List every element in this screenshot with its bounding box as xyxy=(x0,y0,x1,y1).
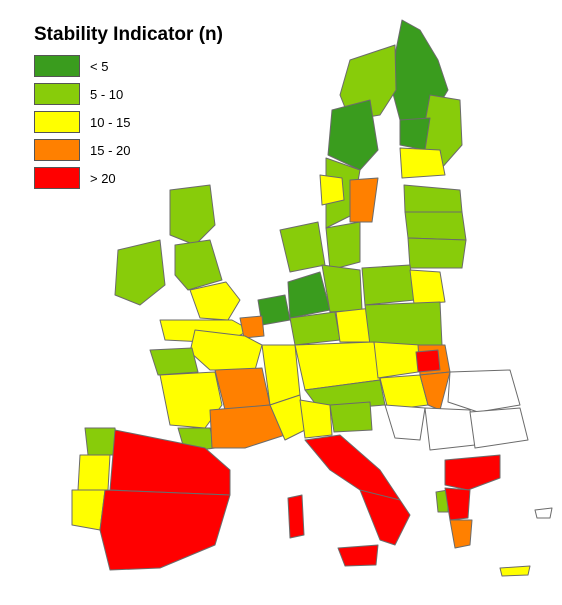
legend-swatch xyxy=(34,139,80,161)
region-croatia xyxy=(384,404,426,441)
region-romania-north xyxy=(415,349,441,373)
region-italy-north-east xyxy=(329,401,373,433)
region-poland-east xyxy=(409,269,446,305)
region-greece-west xyxy=(435,489,449,513)
region-belgium xyxy=(239,315,265,339)
region-lithuania xyxy=(407,237,467,269)
legend-item-lt5: < 5 xyxy=(34,54,223,78)
region-england-mid xyxy=(189,281,241,321)
region-germany-north-west xyxy=(287,271,331,319)
region-portugal-south xyxy=(71,489,106,531)
legend-label: < 5 xyxy=(90,58,109,74)
region-poland-north xyxy=(361,264,416,306)
region-england-north xyxy=(174,239,223,291)
region-sicily xyxy=(337,544,379,567)
legend-item-10-15: 10 - 15 xyxy=(34,110,223,134)
region-latvia xyxy=(404,211,467,241)
region-sweden-north xyxy=(327,99,379,171)
legend-item-gt20: > 20 xyxy=(34,166,223,190)
region-france-south xyxy=(209,404,286,449)
legend-swatch xyxy=(34,167,80,189)
region-italy-south xyxy=(359,489,411,546)
region-germany-mid xyxy=(289,311,341,346)
region-scotland xyxy=(169,184,216,246)
legend-label: 10 - 15 xyxy=(90,114,131,130)
legend-label: > 20 xyxy=(90,170,116,186)
region-czechia xyxy=(373,341,421,379)
region-serbia xyxy=(424,407,476,451)
region-romania-east xyxy=(447,369,521,413)
legend: Stability Indicator (n) < 5 5 - 10 10 - … xyxy=(34,24,223,194)
region-crete xyxy=(499,565,531,577)
region-brittany xyxy=(149,347,199,376)
region-cyprus xyxy=(534,507,553,519)
legend-swatch xyxy=(34,111,80,133)
region-spain-north xyxy=(109,429,231,496)
region-portugal-north xyxy=(77,454,111,491)
legend-swatch xyxy=(34,55,80,77)
legend-item-5-10: 5 - 10 xyxy=(34,82,223,106)
region-sweden-east xyxy=(349,177,379,223)
region-greece-center xyxy=(444,487,471,521)
legend-label: 5 - 10 xyxy=(90,86,124,102)
region-estonia xyxy=(403,184,463,213)
region-spain-south xyxy=(99,489,231,571)
region-poland-south xyxy=(364,301,443,346)
region-italy-north-west xyxy=(299,399,333,439)
region-sardinia xyxy=(287,494,305,539)
region-finland-mid xyxy=(399,117,431,151)
legend-title: Stability Indicator (n) xyxy=(34,24,223,45)
region-finland-south xyxy=(399,147,446,179)
region-norway-lapland xyxy=(339,44,397,121)
legend-swatch xyxy=(34,83,80,105)
region-peloponnese xyxy=(449,519,473,549)
region-france-center xyxy=(214,367,271,411)
legend-label: 15 - 20 xyxy=(90,142,131,158)
legend-item-15-20: 15 - 20 xyxy=(34,138,223,162)
region-norway-south xyxy=(319,174,345,206)
region-sweden-south xyxy=(325,221,361,271)
region-bulgaria xyxy=(469,407,529,449)
region-denmark xyxy=(279,221,326,273)
region-greece-north xyxy=(444,454,501,491)
region-ireland xyxy=(114,239,166,306)
